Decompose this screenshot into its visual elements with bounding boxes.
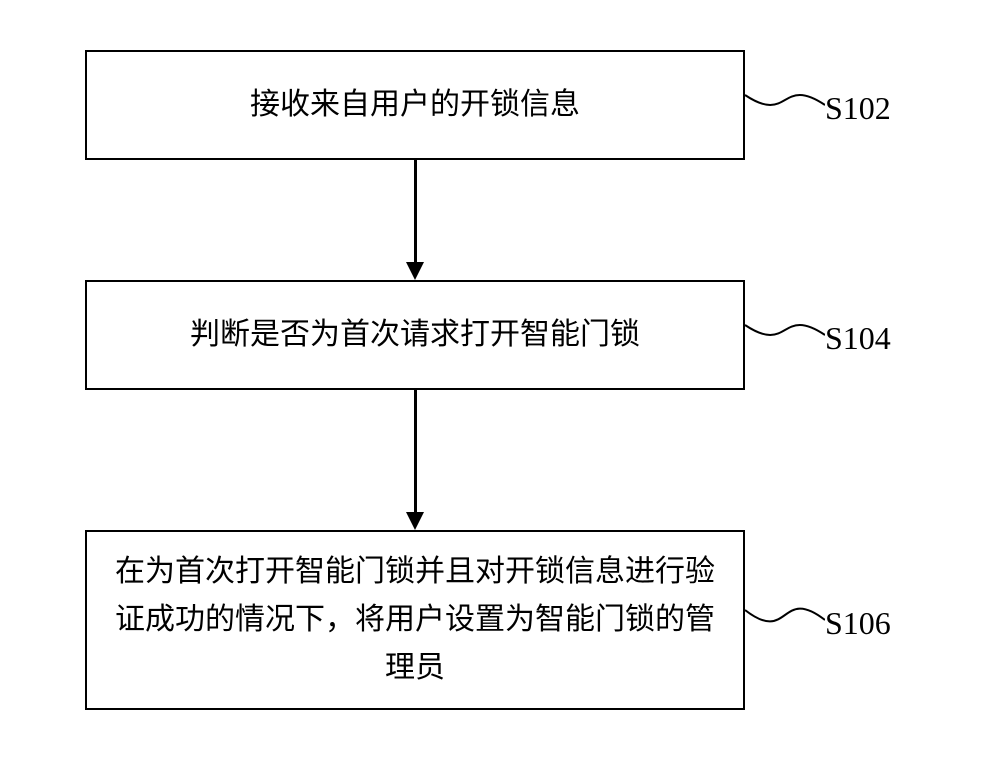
connector-curve: [745, 290, 825, 370]
arrow-head: [406, 512, 424, 530]
flowchart-node-s104: 判断是否为首次请求打开智能门锁: [85, 280, 745, 390]
node-text: 在为首次打开智能门锁并且对开锁信息进行验证成功的情况下，将用户设置为智能门锁的管…: [107, 548, 723, 692]
arrow-line: [414, 390, 417, 516]
step-label-s104: S104: [825, 320, 891, 357]
node-text: 判断是否为首次请求打开智能门锁: [190, 311, 640, 359]
connector-curve: [745, 60, 825, 140]
flowchart-node-s106: 在为首次打开智能门锁并且对开锁信息进行验证成功的情况下，将用户设置为智能门锁的管…: [85, 530, 745, 710]
flowchart-node-s102: 接收来自用户的开锁信息: [85, 50, 745, 160]
step-label-s106: S106: [825, 605, 891, 642]
step-label-s102: S102: [825, 90, 891, 127]
node-text: 接收来自用户的开锁信息: [250, 81, 580, 129]
arrow-head: [406, 262, 424, 280]
arrow-line: [414, 160, 417, 266]
connector-curve: [745, 570, 825, 660]
